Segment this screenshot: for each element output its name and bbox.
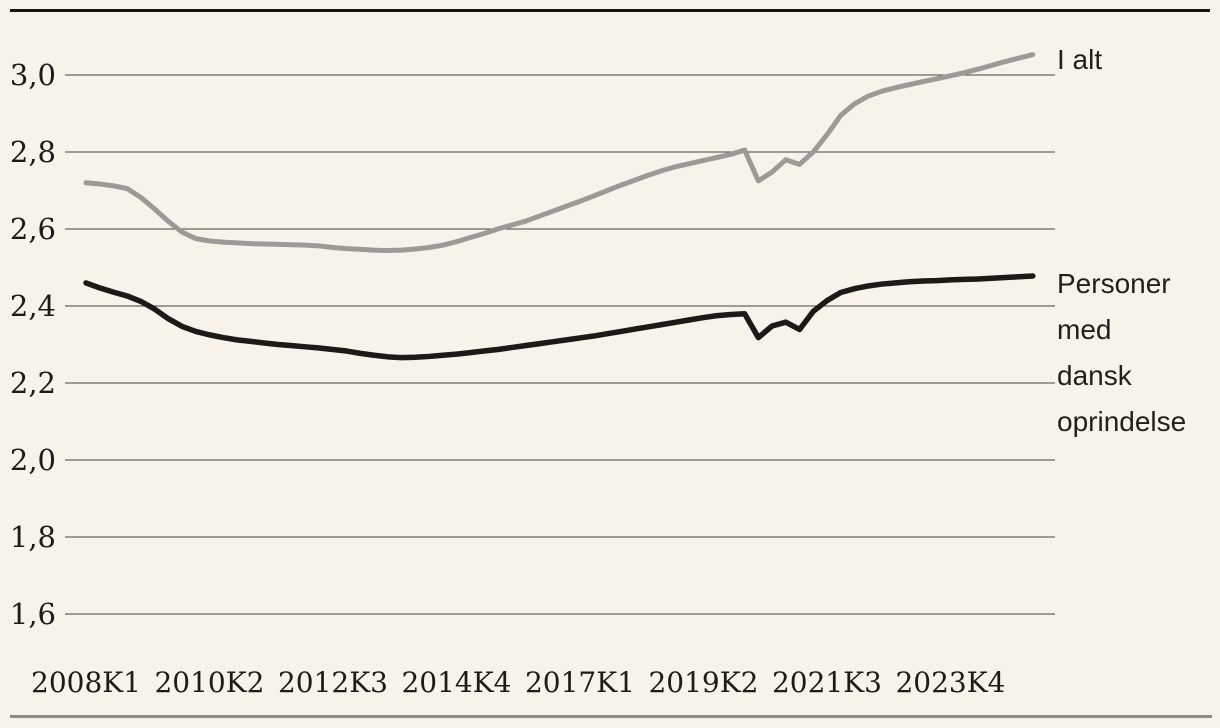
x-tick-label: 2014K4 [401,666,512,699]
x-tick-label: 2019K2 [648,666,759,699]
y-tick-label: 2,0 [9,443,56,477]
y-tick-label: 2,6 [9,212,56,246]
x-tick-label: 2010K2 [154,666,265,699]
x-tick-label: 2012K3 [277,666,388,699]
top-rule [10,9,1210,12]
x-tick-label: 2008K1 [31,666,141,699]
x-tick-label: 2021K3 [771,666,882,699]
y-tick-label: 1,6 [9,597,56,631]
y-tick-label: 2,8 [9,135,56,169]
y-tick-label: 2,2 [9,366,56,400]
y-tick-label: 1,8 [9,520,56,554]
x-tick-label: 2023K4 [895,666,1006,699]
y-tick-label: 3,0 [9,58,56,92]
y-tick-label: 2,4 [9,289,56,323]
bottom-rule [10,715,1212,718]
series-line-i-alt [83,52,1036,254]
series-line-personer-med-dansk-oprindelse [83,273,1036,361]
series-label-personer-med-dansk-oprindelse: Personer med dansk oprindelse [1057,268,1187,437]
x-tick-label: 2017K1 [524,666,635,699]
series-label-i-alt: I alt [1057,44,1103,75]
